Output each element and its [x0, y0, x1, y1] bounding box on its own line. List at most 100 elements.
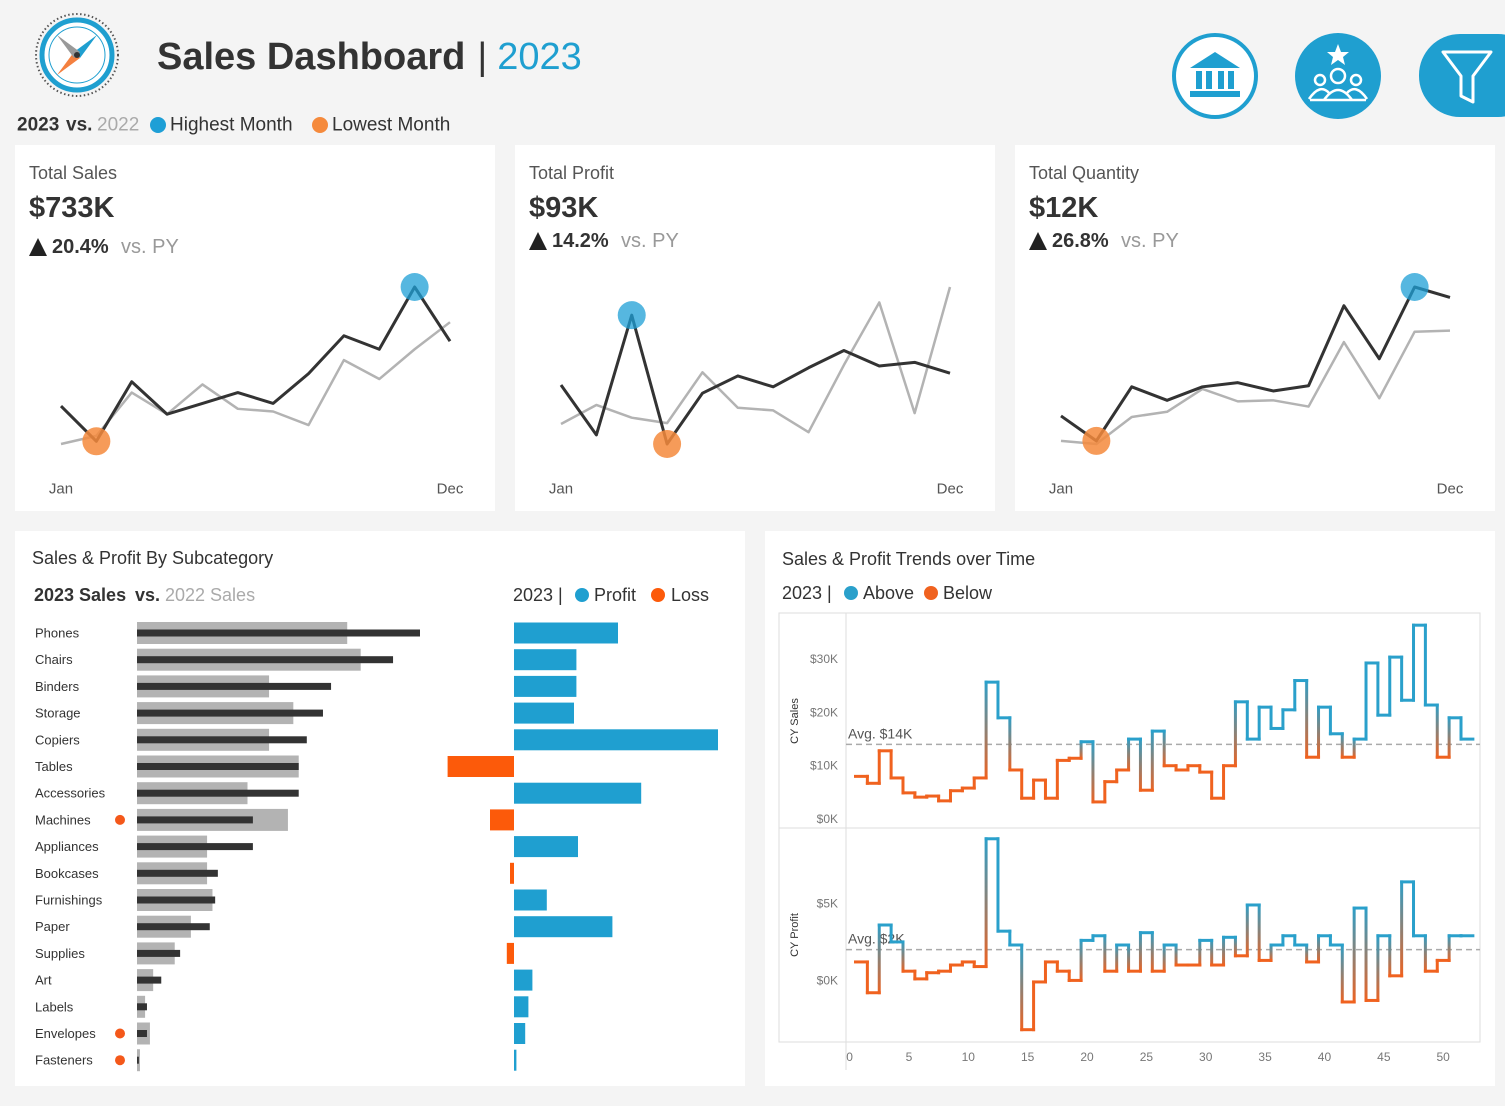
- category-label: Art: [35, 973, 52, 988]
- legend-negative: Loss: [671, 585, 709, 605]
- step-riser: [901, 776, 905, 795]
- legend-min: Lowest Month: [332, 115, 450, 136]
- kpi-title: Total Sales: [29, 163, 117, 183]
- kpi-change: 26.8%: [1052, 230, 1109, 252]
- step-riser: [1103, 780, 1107, 804]
- bar-current: [137, 896, 216, 904]
- step-riser: [1091, 934, 1095, 942]
- step-riser: [1459, 716, 1463, 741]
- kpi-line: [1060, 285, 1451, 443]
- step-riser: [1412, 623, 1416, 702]
- step-riser: [1032, 980, 1036, 1032]
- x-tick-label: 45: [1377, 1050, 1391, 1064]
- y-axis-title: CY Profit: [789, 913, 801, 957]
- step-riser: [1305, 679, 1309, 759]
- step-riser: [1400, 655, 1404, 702]
- step-riser: [1127, 737, 1131, 772]
- decline-dot: [115, 1055, 125, 1066]
- legend-dot: [924, 586, 938, 600]
- step-riser: [1079, 938, 1083, 982]
- profit-bar: [514, 836, 578, 858]
- step-riser: [1340, 943, 1344, 1004]
- filter-button[interactable]: [1419, 34, 1505, 117]
- step-riser: [1245, 903, 1249, 958]
- average-label: Avg. $2K: [848, 931, 905, 947]
- step-riser: [1198, 764, 1202, 774]
- step-riser: [1281, 934, 1285, 947]
- step-riser: [865, 774, 869, 785]
- step-riser: [1376, 661, 1380, 717]
- step-riser: [1293, 934, 1297, 947]
- highest-month-marker: [1400, 273, 1429, 301]
- x-tick-label: 20: [1080, 1050, 1094, 1064]
- bar-current: [137, 629, 420, 637]
- legend-joiner: vs.: [66, 115, 92, 136]
- kpi-change: 20.4%: [52, 236, 109, 258]
- kpi-value: $12K: [1029, 192, 1098, 224]
- step-riser: [984, 680, 988, 780]
- legend-above: Above: [863, 583, 914, 603]
- bar-current: [137, 1056, 139, 1064]
- step-riser: [1233, 935, 1237, 958]
- x-tick-label: Jan: [549, 481, 573, 498]
- logo: [35, 13, 119, 97]
- step-riser: [948, 789, 952, 803]
- category-label: Appliances: [35, 839, 99, 854]
- step-riser: [1020, 943, 1024, 1032]
- step-riser: [1388, 655, 1392, 717]
- step-riser: [1210, 770, 1214, 800]
- step-riser: [1257, 705, 1261, 741]
- legend-dot: [844, 586, 858, 600]
- y-tick-label: $0K: [817, 973, 838, 987]
- x-tick-label: 5: [906, 1050, 913, 1064]
- step-riser: [972, 960, 976, 969]
- profit-bar: [514, 675, 577, 697]
- bank-button[interactable]: [1172, 33, 1258, 119]
- legend-previous: 2022 Sales: [165, 585, 255, 605]
- step-riser: [1412, 880, 1416, 938]
- step-riser: [1186, 764, 1190, 772]
- legend-min-dot: [312, 117, 328, 133]
- up-arrow: [1029, 232, 1047, 250]
- trend-panel: [765, 531, 1495, 1086]
- bar-current: [137, 656, 394, 664]
- x-tick-label: Jan: [1049, 481, 1073, 498]
- step-riser: [1328, 934, 1332, 947]
- step-riser: [1328, 705, 1332, 736]
- step-riser: [948, 963, 952, 973]
- profit-bar: [514, 702, 574, 724]
- step-riser: [865, 960, 869, 995]
- step-riser: [1032, 778, 1036, 800]
- category-label: Supplies: [35, 946, 85, 961]
- step-riser: [913, 791, 917, 799]
- profit-bar: [514, 969, 533, 991]
- x-tick-label: Dec: [937, 481, 964, 498]
- profit-bar: [514, 782, 642, 804]
- category-label: Copiers: [35, 732, 80, 747]
- bar-current: [137, 843, 253, 851]
- y-tick-label: $10K: [810, 759, 838, 773]
- category-label: Binders: [35, 679, 80, 694]
- x-tick-label: 35: [1258, 1050, 1272, 1064]
- bar-current: [137, 736, 307, 744]
- y-tick-label: $0K: [817, 812, 838, 826]
- step-riser: [1352, 737, 1356, 759]
- step-riser: [996, 837, 1000, 933]
- legend-title: 2023 |: [782, 583, 832, 603]
- title-year: 2023: [497, 36, 582, 78]
- team-button[interactable]: [1295, 33, 1381, 119]
- bar-current: [137, 709, 323, 717]
- step-riser: [1138, 737, 1142, 792]
- step-riser: [1055, 960, 1059, 973]
- profit-bar: [490, 809, 514, 831]
- kpi-card: [515, 145, 995, 511]
- bar-current: [137, 1003, 147, 1011]
- step-riser: [1447, 716, 1451, 759]
- category-label: Labels: [35, 999, 74, 1014]
- step-riser: [1091, 740, 1095, 804]
- step-riser: [877, 923, 881, 995]
- step-riser: [1067, 969, 1071, 982]
- step-riser: [1376, 934, 1380, 1002]
- step-riser: [1115, 768, 1119, 784]
- profit-bar: [514, 1023, 526, 1044]
